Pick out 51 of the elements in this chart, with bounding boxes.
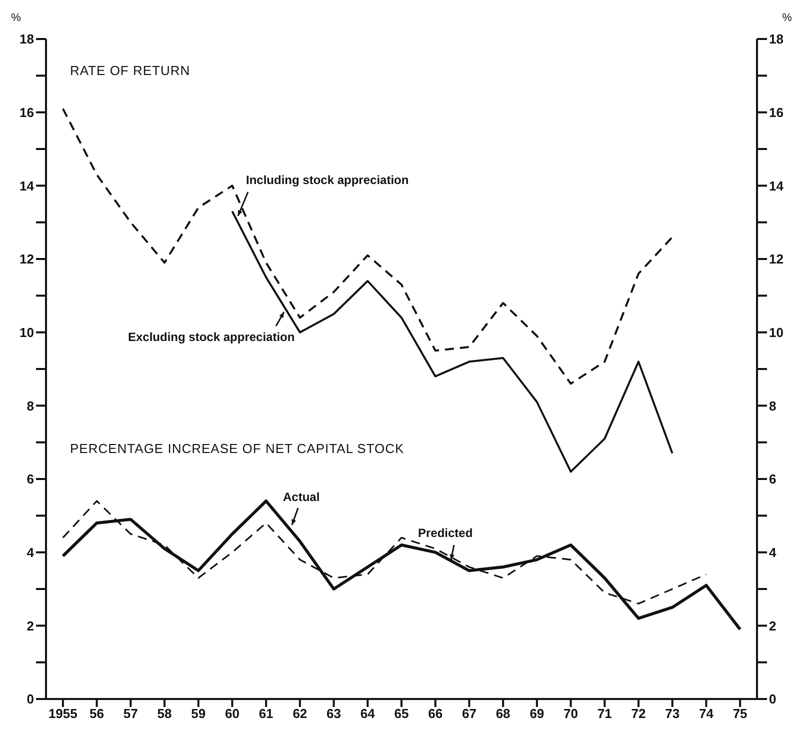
series-label: Including stock appreciation (246, 173, 409, 187)
y-tick-label: 0 (26, 692, 34, 707)
y2-tick-label: 14 (769, 178, 784, 194)
x-tick-label: 64 (360, 706, 376, 722)
x-tick-label: 73 (665, 706, 680, 722)
x-tick-label: 74 (698, 706, 714, 722)
y2-tick-label: 6 (769, 472, 776, 487)
y-tick-label: 18 (20, 32, 34, 47)
y2-axis-title: % (782, 12, 792, 24)
legend-label: Excluding stock appreciation (128, 330, 295, 344)
y2-tick-label: 12 (769, 252, 784, 267)
y-tick-label: 16 (20, 104, 34, 120)
y2-tick-label: 16 (769, 104, 784, 120)
x-tick-label: 58 (157, 706, 172, 722)
x-tick-label: 59 (191, 706, 206, 722)
line-series (62, 108, 674, 385)
y2-tick-label: 0 (769, 692, 776, 707)
x-tick-label: 60 (224, 706, 240, 722)
y2-tick-label: 10 (769, 324, 784, 340)
y-tick-label: 6 (26, 472, 34, 487)
x-tick-label: 61 (258, 706, 274, 722)
y2-tick-label: 18 (769, 32, 784, 47)
x-tick-label: 75 (732, 706, 748, 722)
annotation: RATE OF RETURN (70, 63, 190, 78)
x-tick-label: 65 (394, 706, 409, 722)
y2-tick-label: 4 (769, 544, 777, 560)
y-tick-label: 8 (26, 398, 34, 414)
x-tick-label: 68 (496, 706, 510, 722)
annotation: PERCENTAGE INCREASE OF NET CAPITAL STOCK (70, 441, 404, 456)
y2-tick-label: 8 (769, 398, 776, 414)
x-tick-label: 70 (564, 706, 578, 722)
y-axis-title: % (11, 12, 22, 24)
series-label: Actual (283, 490, 320, 504)
x-tick-label: 71 (597, 706, 612, 722)
y-tick-label: 14 (20, 178, 35, 194)
series-label: Predicted (418, 526, 473, 540)
y-tick-label: 2 (26, 618, 34, 634)
x-tick-label: 72 (631, 706, 646, 722)
y-tick-label: 10 (20, 324, 34, 340)
x-tick-label: 66 (428, 706, 443, 722)
y-tick-label: 12 (20, 252, 34, 267)
x-tick-label: 69 (530, 706, 544, 722)
y2-tick-label: 2 (769, 618, 776, 634)
x-tick-label: 57 (123, 706, 138, 722)
x-tick-label: 67 (462, 706, 476, 722)
x-tick-label: 62 (292, 706, 308, 722)
x-tick-label: 63 (326, 706, 342, 722)
line-series (61, 500, 742, 631)
x-tick-label: 56 (90, 706, 104, 722)
x-tick-label: 1955 (48, 706, 78, 722)
y-tick-label: 4 (26, 544, 35, 560)
